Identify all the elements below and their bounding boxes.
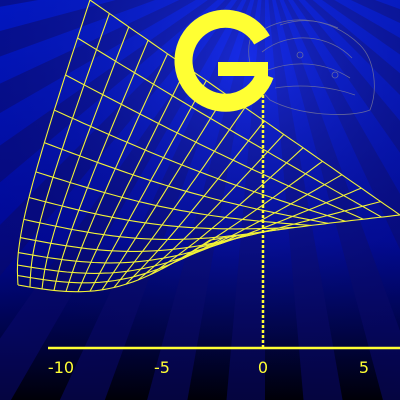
mesh-line — [17, 239, 211, 293]
g-logo: G — [174, 9, 274, 112]
axis-tick-label: 5 — [359, 358, 369, 377]
mesh-line — [54, 109, 346, 222]
mesh-line — [17, 237, 224, 284]
mesh-line — [65, 74, 364, 220]
mesh-surface — [16, 0, 400, 293]
mesh-line — [77, 37, 382, 218]
axis-ticks: -10 -5 0 5 — [48, 358, 369, 377]
mesh-line — [44, 142, 329, 224]
axis-tick-label: -5 — [154, 358, 170, 377]
axis-tick-label: 0 — [258, 358, 268, 377]
mesh-line — [28, 196, 296, 230]
axis-tick-label: -10 — [48, 358, 74, 377]
mesh-line — [17, 235, 237, 274]
mesh-line — [35, 171, 312, 226]
mesh-line — [23, 218, 280, 240]
